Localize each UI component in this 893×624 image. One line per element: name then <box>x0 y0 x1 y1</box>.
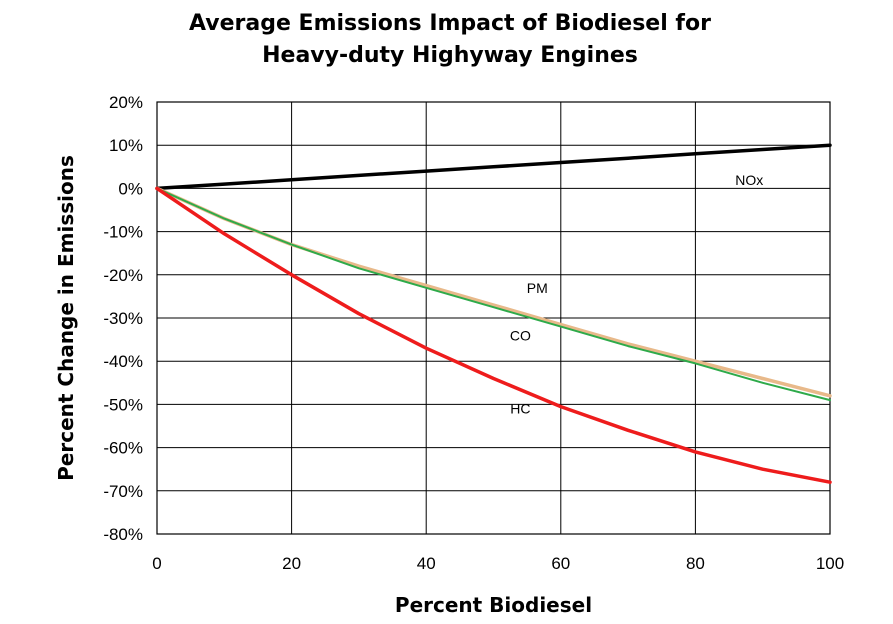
chart-title-line-1: Average Emissions Impact of Biodiesel fo… <box>189 11 711 36</box>
y-tick-label: 0% <box>118 179 143 198</box>
series-label-pm: PM <box>527 280 548 296</box>
y-tick-label: -60% <box>103 439 143 458</box>
series-label-nox: NOx <box>735 172 763 188</box>
x-tick-label: 80 <box>686 554 705 573</box>
series-line-co <box>156 187 831 402</box>
y-tick-label: -10% <box>103 223 143 242</box>
plot-area-border <box>156 101 831 535</box>
y-tick-label: 20% <box>109 93 143 112</box>
x-tick-label: 0 <box>152 554 161 573</box>
y-tick-label: -40% <box>103 352 143 371</box>
y-axis-title: Percent Change in Emissions <box>54 155 78 481</box>
y-tick-label: -80% <box>103 525 143 544</box>
series-line-pm <box>155 186 832 398</box>
y-tick-label: -70% <box>103 482 143 501</box>
series-line-hc <box>155 186 832 484</box>
y-tick-label: -20% <box>103 266 143 285</box>
x-axis-ticks: 0 20 40 60 80 100 <box>152 554 844 573</box>
y-tick-label: 10% <box>109 136 143 155</box>
series-lines <box>155 143 832 484</box>
series-labels: NOx PM CO HC <box>510 172 763 417</box>
chart-title: Average Emissions Impact of Biodiesel fo… <box>100 8 800 72</box>
series-line-nox <box>155 143 832 191</box>
series-label-co: CO <box>510 327 531 343</box>
series-label-hc: HC <box>510 401 530 417</box>
x-tick-label: 60 <box>551 554 570 573</box>
chart-title-line-2: Heavy-duty Highyway Engines <box>262 43 638 68</box>
x-axis-title: Percent Biodiesel <box>395 593 592 617</box>
y-axis-ticks: 20% 10% 0% -10% -20% -30% -40% -50% -60% -70% -80% <box>103 93 143 544</box>
y-tick-label: -50% <box>103 395 143 414</box>
x-tick-label: 40 <box>417 554 436 573</box>
x-tick-label: 100 <box>816 554 844 573</box>
y-tick-label: -30% <box>103 309 143 328</box>
x-tick-label: 20 <box>282 554 301 573</box>
